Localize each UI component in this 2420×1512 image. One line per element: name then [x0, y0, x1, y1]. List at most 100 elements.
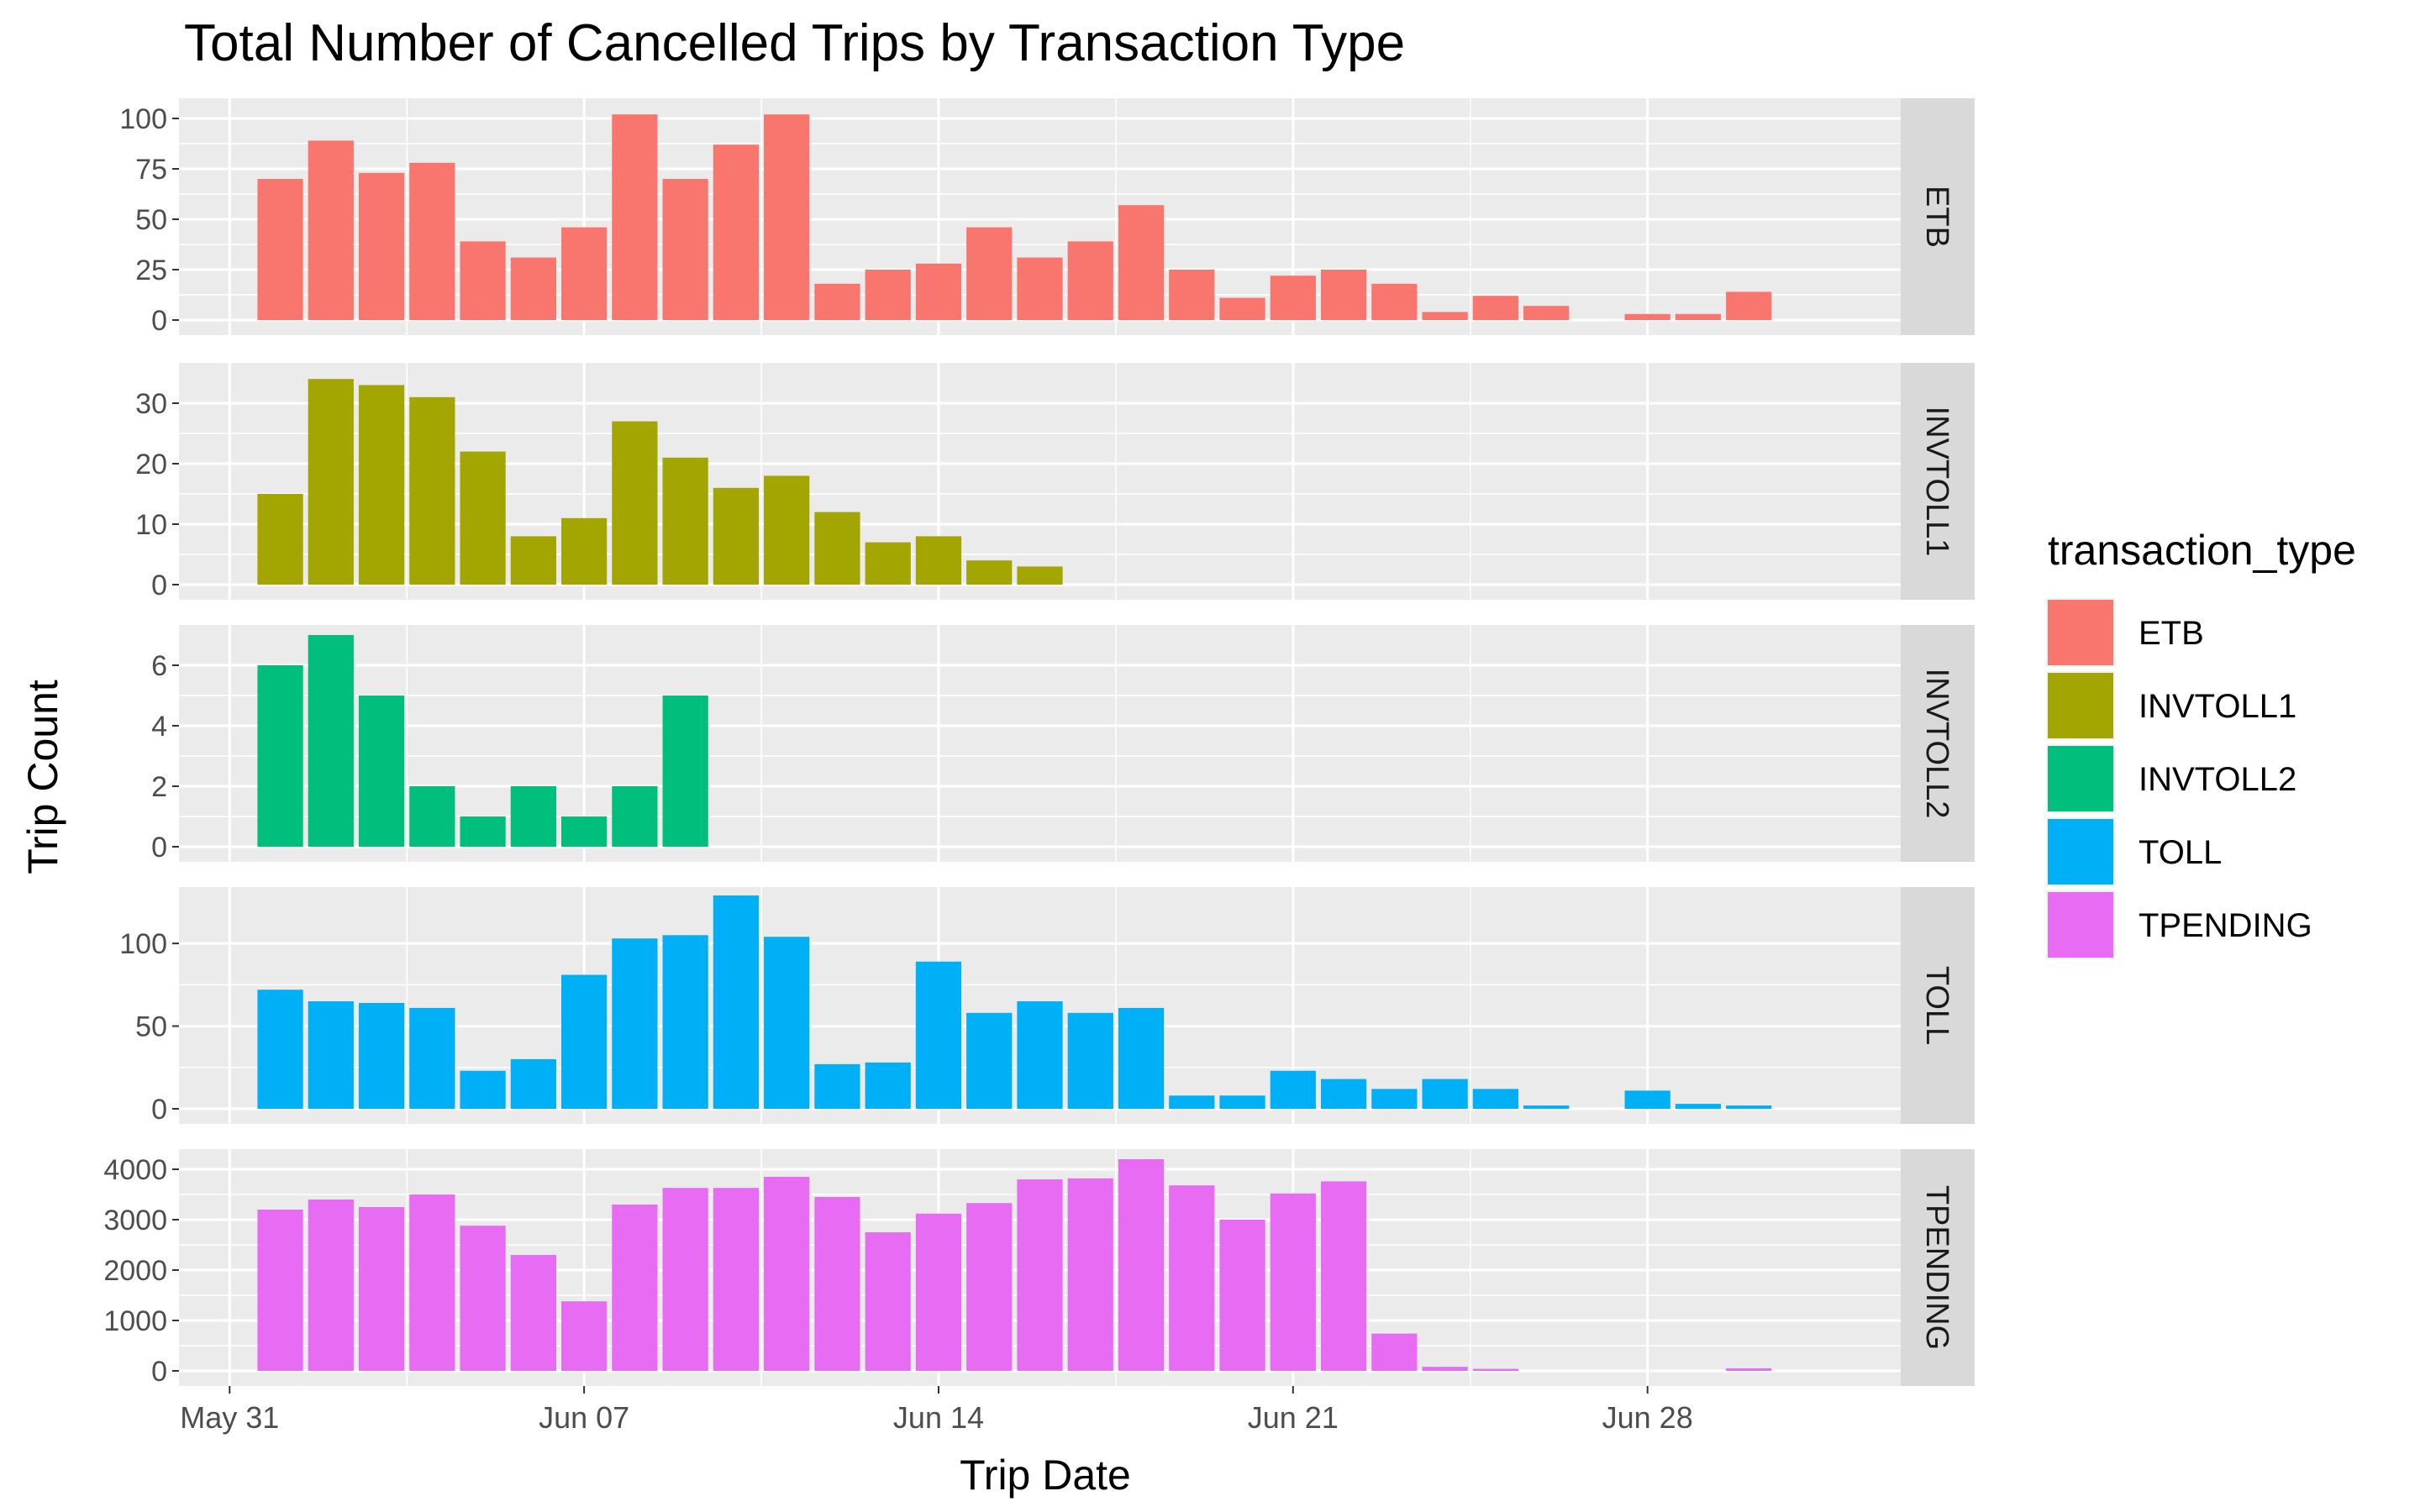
bar	[1624, 313, 1670, 320]
bar	[662, 696, 708, 847]
bar	[1067, 1178, 1113, 1371]
legend-label-toll: TOLL	[2139, 834, 2222, 871]
facet-strip	[1901, 887, 1975, 1124]
y-tick-label: 0	[151, 1094, 167, 1126]
facet-strip-label: ETB	[1919, 186, 1954, 248]
legend-swatch-etb	[2048, 600, 2113, 665]
bar	[1422, 1079, 1468, 1109]
chart-title: Total Number of Cancelled Trips by Trans…	[184, 14, 1405, 72]
bar	[1169, 270, 1215, 320]
legend: transaction_type ETB INVTOLL1 INVTOLL2 TOLL…	[2046, 527, 2356, 959]
bar	[308, 1200, 354, 1371]
bar	[713, 1188, 760, 1371]
legend-swatch-invtoll2	[2048, 746, 2113, 811]
facet-strip-label: INVTOLL1	[1919, 407, 1954, 557]
bar	[1118, 1007, 1165, 1109]
y-tick-label: 0	[151, 832, 167, 864]
bar	[1422, 1367, 1468, 1371]
bar	[460, 451, 506, 585]
bar	[814, 512, 860, 585]
bar	[1371, 283, 1418, 320]
bar	[612, 786, 658, 847]
bar	[358, 1003, 405, 1109]
bar	[1017, 257, 1063, 320]
facet-strip	[1901, 625, 1975, 862]
bar	[409, 786, 455, 847]
bar	[1017, 1179, 1063, 1371]
bar	[1320, 270, 1367, 320]
bar	[713, 487, 760, 585]
bar	[1422, 312, 1468, 320]
bar	[1017, 1001, 1063, 1109]
bar	[308, 140, 354, 320]
bar	[1270, 276, 1316, 320]
bar	[460, 1070, 506, 1109]
bar	[865, 1062, 911, 1109]
bar	[764, 114, 810, 320]
y-tick-label: 50	[135, 1011, 167, 1043]
y-tick-label: 30	[135, 388, 167, 420]
bar	[662, 1188, 708, 1371]
bar	[915, 536, 962, 585]
bar	[308, 635, 354, 847]
y-tick-label: 2	[151, 771, 167, 803]
bar	[560, 816, 608, 847]
bar	[865, 270, 911, 320]
facet-strip	[1901, 1149, 1975, 1386]
bar	[358, 385, 405, 585]
y-tick-label: 0	[151, 1356, 167, 1388]
bar	[966, 1012, 1013, 1109]
bar	[1472, 1089, 1519, 1109]
bar	[713, 144, 760, 320]
y-tick-label: 50	[135, 204, 167, 236]
bar	[560, 974, 608, 1109]
bar	[764, 937, 810, 1109]
bar	[460, 1226, 506, 1371]
x-axis: May 31 Jun 07 Jun 14 Jun 21 Jun 28	[180, 1386, 1693, 1435]
facet-panel-invtoll2: 0 2 4 6 INVTOLL2	[151, 625, 1975, 864]
facet-strip-label: INVTOLL2	[1919, 669, 1954, 819]
bar	[1320, 1079, 1367, 1109]
bar	[257, 665, 303, 847]
x-tick-label: Jun 28	[1602, 1400, 1693, 1435]
bar	[915, 263, 962, 320]
bar	[713, 895, 760, 1109]
y-tick-label: 4000	[103, 1154, 167, 1186]
y-tick-label: 2000	[103, 1255, 167, 1287]
bar	[358, 1207, 405, 1371]
x-tick-label: May 31	[180, 1400, 279, 1435]
bar	[966, 227, 1013, 320]
facet-strip-label: TOLL	[1919, 966, 1954, 1045]
bar	[409, 1007, 455, 1109]
bar	[612, 114, 658, 320]
legend-label-etb: ETB	[2139, 615, 2204, 652]
bar	[1726, 1368, 1772, 1371]
bar	[612, 1205, 658, 1371]
facet-panel-toll: 0 50 100 TOLL	[119, 887, 1975, 1126]
bar	[257, 990, 303, 1109]
y-tick-label: 3000	[103, 1205, 167, 1236]
bar	[612, 938, 658, 1109]
bar	[1219, 1095, 1265, 1109]
bar	[814, 1197, 860, 1371]
bar	[915, 1213, 962, 1371]
bar	[662, 457, 708, 585]
facet-strip-label: TPENDING	[1919, 1185, 1954, 1350]
facet-strip	[1901, 363, 1975, 600]
y-tick-label: 6	[151, 650, 167, 682]
bar	[662, 179, 708, 320]
bar	[1523, 1105, 1570, 1109]
y-tick-label: 75	[135, 154, 167, 186]
facet-panel-tpending: 0 1000 2000 3000 4000 TPENDING	[103, 1149, 1975, 1388]
facet-panels: 0 25 50 75 100 ETB 0 10 20 30 INVTOLL1 0 2 4 6 INVTOLL2…	[103, 98, 1975, 1388]
bar	[764, 1177, 810, 1371]
bar	[1067, 241, 1113, 320]
y-tick-label: 25	[135, 255, 167, 286]
legend-label-invtoll2: INVTOLL2	[2139, 761, 2296, 798]
y-tick-label: 1000	[103, 1305, 167, 1337]
bar	[1726, 291, 1772, 320]
bar	[1472, 296, 1519, 320]
legend-title: transaction_type	[2048, 527, 2356, 574]
bar	[460, 241, 506, 320]
